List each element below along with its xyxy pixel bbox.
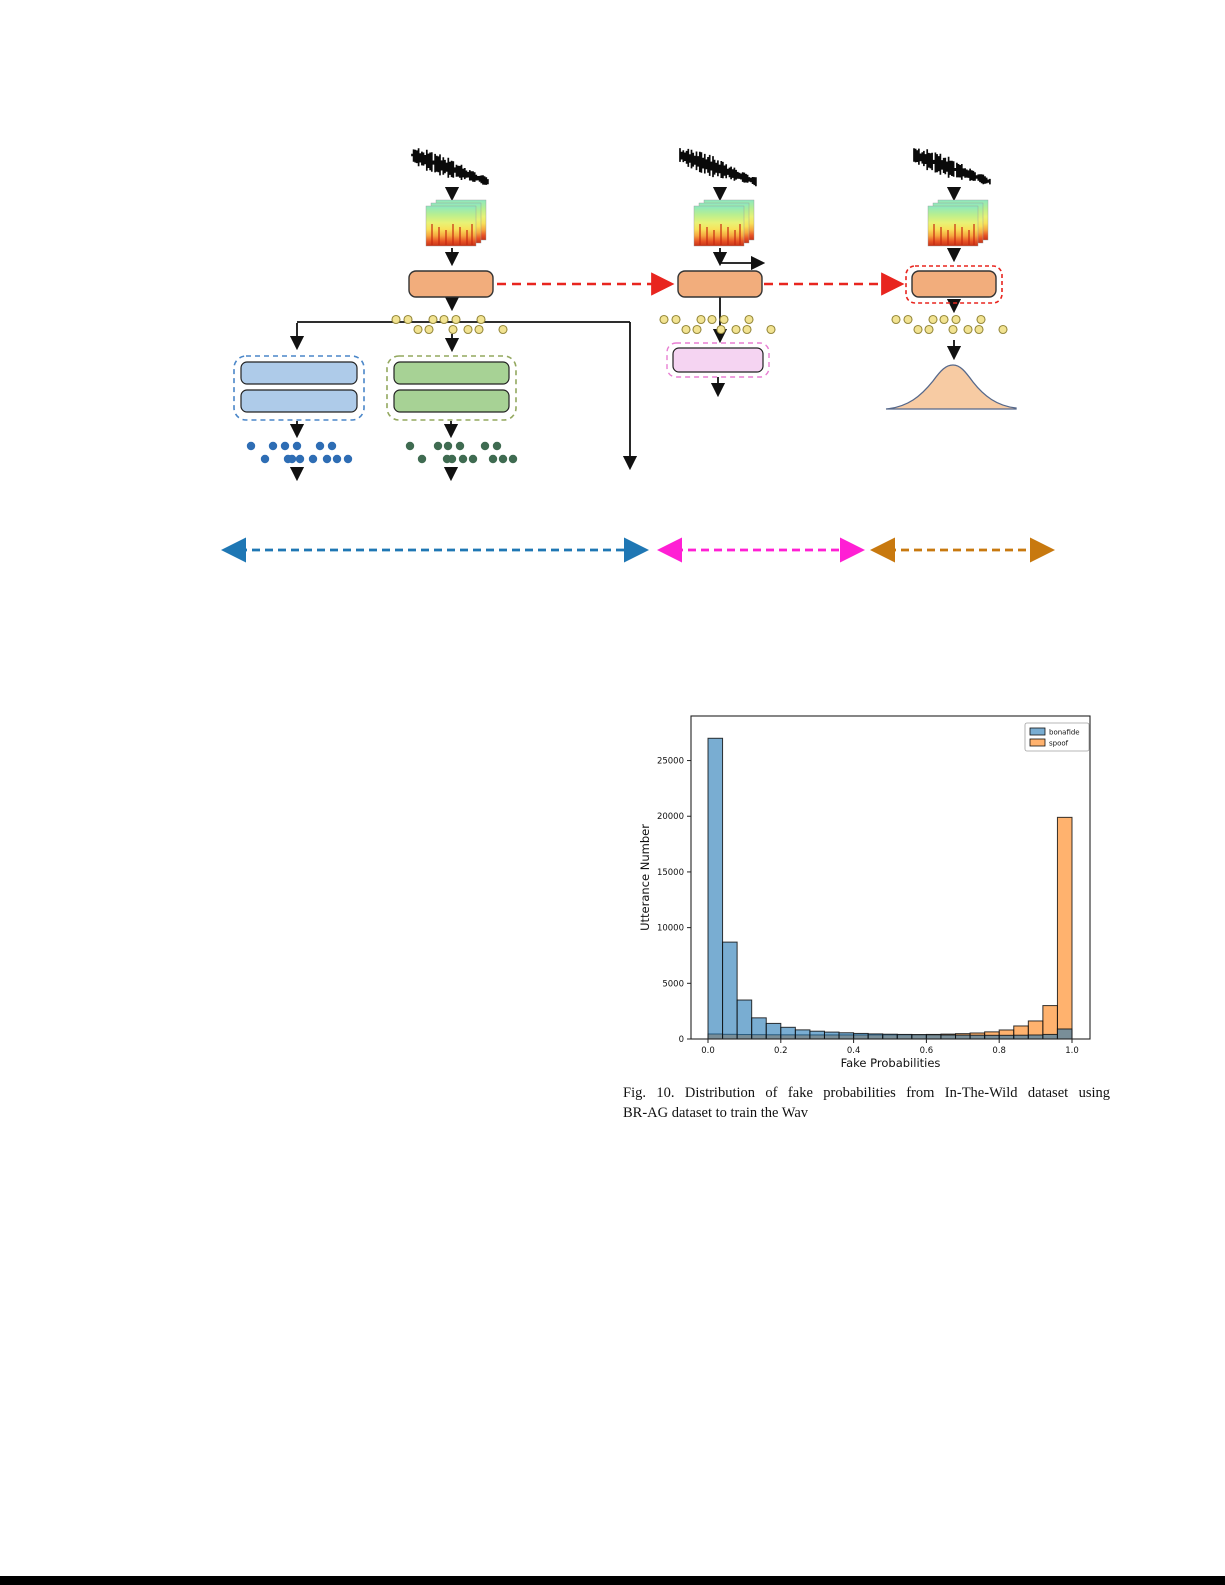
blue-classifier-layer-1 (240, 361, 358, 385)
svg-text:0: 0 (679, 1035, 684, 1045)
svg-text:0.4: 0.4 (847, 1046, 861, 1056)
bonafide-bars (707, 737, 1073, 1040)
svg-text:0.0: 0.0 (701, 1046, 715, 1056)
y-axis-label: Utterance Number (638, 824, 652, 931)
figure-caption: Fig. 10. Distribution of fake probabilit… (623, 1084, 1110, 1123)
embedding-dots-3 (891, 314, 1008, 335)
svg-text:25000: 25000 (657, 757, 684, 767)
pink-module-container (666, 342, 770, 378)
page-bottom-rule (0, 1576, 1225, 1585)
waveform-icon (679, 148, 757, 187)
caption-line: Fig. 10. Distribution of fake probabilit… (623, 1085, 1110, 1101)
legend: bonafide spoof (1024, 722, 1090, 752)
svg-text:20000: 20000 (657, 812, 684, 822)
spoof-bars (707, 816, 1073, 1040)
legend-swatch-bonafide (1029, 727, 1046, 736)
spectrogram-icon (693, 199, 755, 247)
green-classifier-layer-2 (393, 389, 510, 413)
blue-classifier-layer-2 (240, 389, 358, 413)
caption-line: BR-AG dataset to train the Wav (623, 1104, 809, 1121)
legend-label-bonafide: bonafide (1049, 729, 1080, 737)
waveform-icon (913, 148, 991, 185)
svg-text:10000: 10000 (657, 924, 684, 934)
frozen-encoder-outline (905, 265, 1003, 304)
waveform-icon (411, 148, 489, 185)
y-axis: 0 5000 10000 15000 20000 25000 (657, 757, 691, 1045)
legend-swatch-spoof (1029, 738, 1046, 747)
x-axis-label: Fake Probabilities (841, 1056, 941, 1070)
encoder-box-3 (911, 270, 997, 298)
encoder-box-2 (677, 270, 763, 298)
spectrogram-icon (927, 199, 989, 247)
svg-text:0.6: 0.6 (920, 1046, 934, 1056)
green-classifier-layer-1 (393, 361, 510, 385)
embedding-dots-2 (659, 314, 776, 335)
legend-label-spoof: spoof (1049, 740, 1069, 748)
architecture-diagram (220, 148, 1056, 563)
encoder-box-1 (408, 270, 494, 298)
svg-text:1.0: 1.0 (1065, 1046, 1079, 1056)
blue-classifier-container (233, 355, 365, 421)
x-axis: 0.0 0.2 0.4 0.6 0.8 1.0 (701, 1039, 1079, 1056)
svg-text:0.2: 0.2 (774, 1046, 788, 1056)
blue-embedding-scatter (246, 441, 353, 464)
svg-text:5000: 5000 (662, 979, 684, 989)
green-classifier-container (386, 355, 517, 421)
score-distribution-curve (885, 364, 1017, 410)
green-embedding-scatter (405, 441, 518, 464)
embedding-dots-1 (391, 314, 508, 335)
histogram-figure: 0.0 0.2 0.4 0.6 0.8 1.0 0 5000 10000 15000 20000 25… (638, 715, 1091, 1070)
svg-text:15000: 15000 (657, 868, 684, 878)
spectrogram-icon (425, 199, 487, 247)
svg-text:0.8: 0.8 (992, 1046, 1006, 1056)
pink-module-box (672, 347, 764, 373)
plot-area-border (690, 715, 1091, 1040)
